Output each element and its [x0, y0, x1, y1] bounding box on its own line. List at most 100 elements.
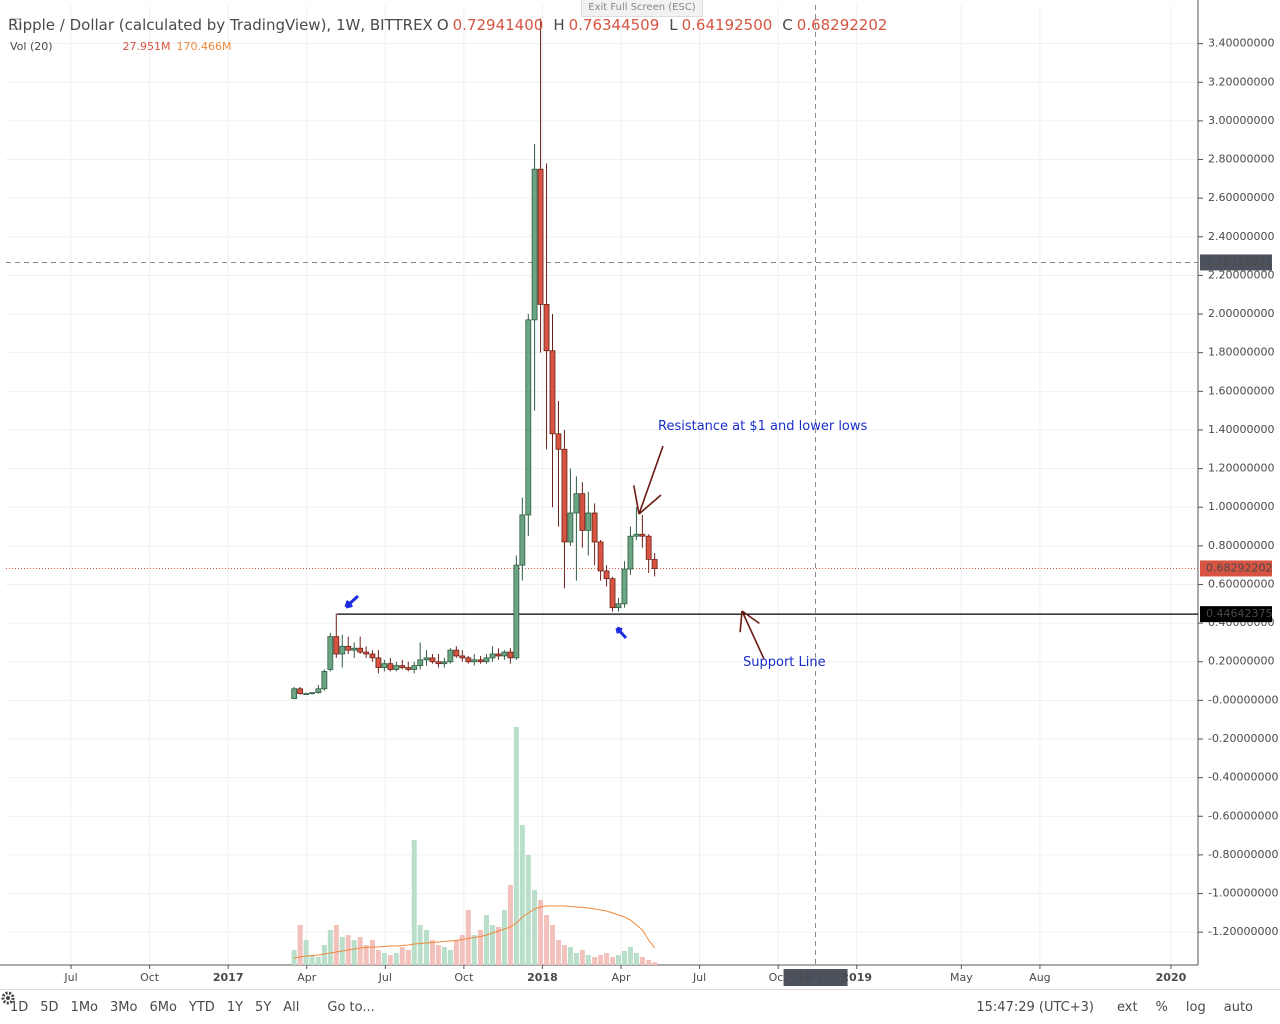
ohlc-name: L	[669, 16, 678, 34]
range-button[interactable]: 6Mo	[149, 1000, 177, 1015]
volume-bar	[573, 953, 579, 965]
candle-body	[339, 645, 346, 655]
support-price: 0.44642375	[1206, 607, 1272, 620]
y-tick-label: -1.20000000	[1208, 925, 1278, 938]
option-button[interactable]: ext	[1116, 1000, 1138, 1015]
x-tick-label: 2019	[841, 971, 872, 984]
volume-bar	[465, 910, 471, 965]
candle-body	[417, 659, 424, 667]
volume-bar	[538, 900, 544, 965]
range-button[interactable]: 5D	[40, 1000, 59, 1015]
volume-bar	[484, 915, 490, 965]
candle-body	[321, 670, 328, 690]
candle-body	[465, 657, 472, 663]
x-tick-label: 2017	[213, 971, 244, 984]
volume-bar	[471, 935, 477, 965]
goto-button[interactable]: Go to...	[327, 1000, 375, 1015]
y-tick-label: 3.20000000	[1208, 75, 1274, 88]
ohlc-value: 0.76344509	[568, 16, 660, 34]
candle-body	[603, 570, 610, 580]
option-button[interactable]: log	[1185, 1000, 1206, 1015]
candle-body	[297, 688, 304, 695]
candle-body	[501, 651, 508, 657]
volume-bar	[399, 947, 405, 965]
candle-body	[645, 535, 652, 560]
annotation: Resistance at $1 and lower lows	[658, 419, 868, 434]
y-tick-label: 3.40000000	[1208, 37, 1274, 50]
x-tick-label: 2020	[1156, 971, 1187, 984]
y-tick-label: 1.60000000	[1208, 384, 1274, 397]
exit-fullscreen[interactable]: Exit Full Screen (ESC)	[581, 0, 703, 17]
volume-bar	[519, 825, 525, 965]
volume-bar	[513, 727, 519, 965]
x-tick-label: Oct	[454, 971, 474, 984]
candle-body	[333, 636, 340, 655]
y-tick-label: 0.60000000	[1208, 577, 1274, 590]
volume-bar	[615, 955, 621, 965]
volume-bar	[429, 940, 435, 965]
option-button[interactable]: %	[1155, 1000, 1168, 1015]
y-tick-label: 2.40000000	[1208, 230, 1274, 243]
crosshair-price: 2.26715021	[1206, 255, 1272, 268]
range-button[interactable]: All	[283, 1000, 300, 1015]
range-button[interactable]: 1D	[10, 1000, 29, 1015]
volume-bar	[592, 957, 598, 965]
range-button[interactable]: YTD	[188, 1000, 215, 1015]
candle-body	[393, 665, 400, 670]
volume-bar	[555, 940, 561, 965]
volume-bar	[411, 840, 417, 965]
arrow	[344, 594, 360, 609]
candle-body	[303, 693, 310, 696]
range-button[interactable]: 1Mo	[70, 1000, 99, 1015]
volume-bar	[441, 947, 447, 965]
candle-body	[633, 533, 640, 537]
volume-bar	[309, 955, 315, 965]
candle-body	[399, 665, 406, 668]
y-tick-label: -0.40000000	[1208, 771, 1278, 784]
range-button[interactable]: 3Mo	[110, 1000, 138, 1015]
candle-body	[459, 655, 466, 659]
volume-bar	[321, 945, 327, 965]
toolbar: 1D 5D 1Mo 3Mo 6Mo YTD 1Y 5Y All Go to... 15:47:29 …	[0, 989, 1280, 1024]
volume-bar	[544, 915, 550, 965]
volume-bar	[453, 940, 459, 965]
clock: 15:47:29 (UTC+3)	[976, 1000, 1094, 1015]
candle-body	[561, 448, 568, 543]
candle-body	[615, 603, 622, 609]
x-tick-label: Jul	[63, 971, 77, 984]
candle-body	[621, 568, 628, 605]
candle-body	[441, 661, 448, 665]
y-tick-label: 1.20000000	[1208, 462, 1274, 475]
candle-body	[471, 659, 478, 663]
volume-bar	[604, 953, 610, 965]
y-tick-label: 1.80000000	[1208, 346, 1274, 359]
candle-body	[351, 647, 358, 651]
candle-body	[429, 657, 436, 663]
y-tick-label: 3.00000000	[1208, 114, 1274, 127]
y-tick-label: 1.00000000	[1208, 500, 1274, 513]
volume-value: 27.951M	[122, 40, 171, 53]
range-button[interactable]: 1Y	[226, 1000, 244, 1015]
volume-bar	[459, 935, 465, 965]
candle-body	[579, 493, 586, 531]
volume-legend: Vol (20) 27.951M 170.466M	[10, 40, 232, 53]
candle-body	[435, 661, 442, 665]
crosshair-price-box	[1200, 254, 1272, 271]
volume-bar	[639, 957, 645, 965]
candle-body	[447, 649, 454, 663]
candle-body	[327, 636, 334, 670]
option-button[interactable]: auto	[1223, 1000, 1253, 1015]
volume-bar	[478, 930, 484, 965]
ohlc-value: 0.64192500	[681, 16, 773, 34]
y-tick-label: 1.40000000	[1208, 423, 1274, 436]
range-button[interactable]: 5Y	[255, 1000, 272, 1015]
volume-ma-value: 170.466M	[176, 40, 232, 53]
ohlc-name: C	[782, 16, 793, 34]
candle-body	[369, 653, 376, 659]
volume-bar	[489, 925, 495, 965]
candle-body	[519, 514, 526, 566]
volume-bar	[567, 947, 573, 965]
crosshair-date: 2018-11-19	[784, 971, 848, 984]
x-tick-label: Jul	[692, 971, 706, 984]
volume-bar	[363, 945, 369, 965]
